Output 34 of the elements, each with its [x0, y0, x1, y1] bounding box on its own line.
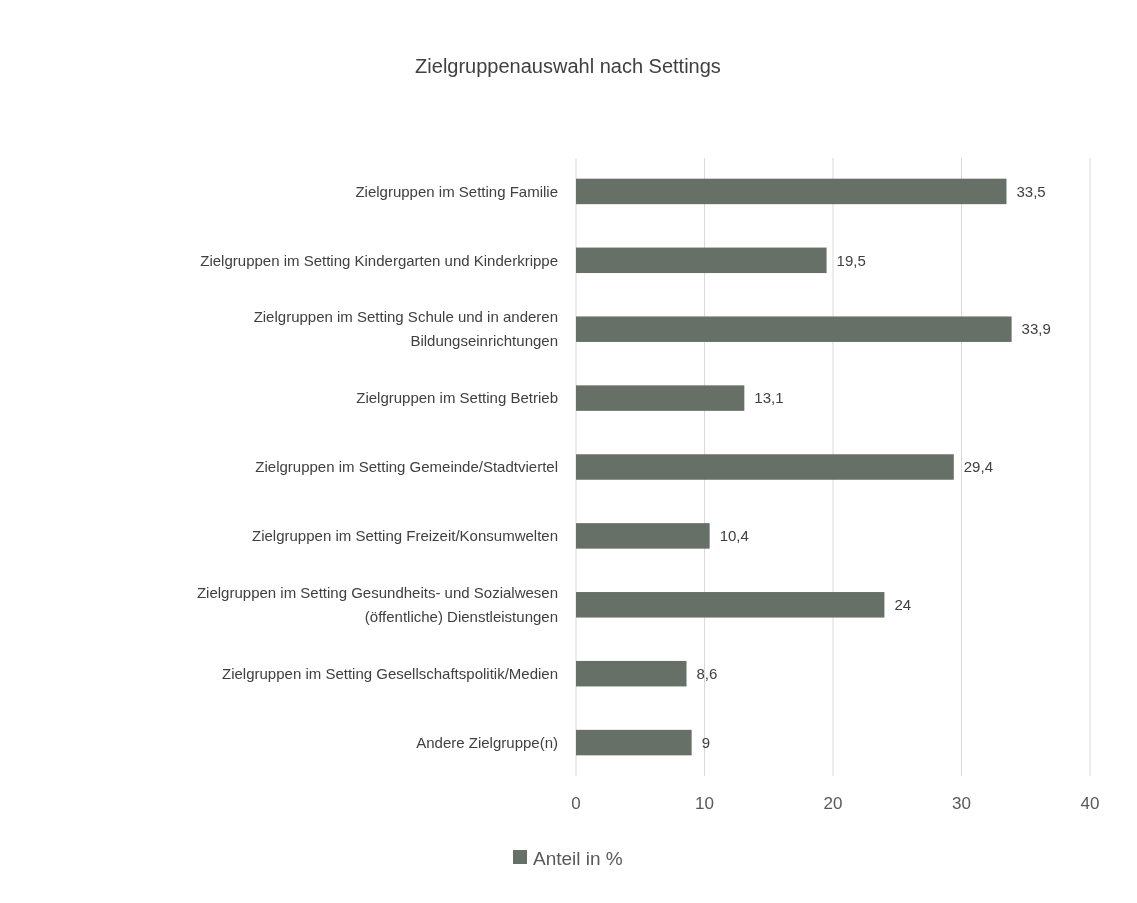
y-tick-label: Zielgruppen im Setting Betrieb [356, 389, 558, 407]
y-tick-label: Zielgruppen im Setting Familie [355, 182, 558, 200]
bar [576, 385, 745, 411]
y-tick-label: Zielgruppen im Setting Kindergarten und Kinderkrippe [200, 251, 558, 269]
data-label: 24 [894, 596, 912, 614]
data-label: 33,9 [1021, 320, 1051, 338]
chart-title: Zielgruppenauswahl nach Settings [415, 55, 721, 77]
bar [576, 247, 827, 274]
data-label: 8,6 [696, 664, 718, 682]
data-label: 33,5 [1016, 182, 1046, 200]
y-tick-label: Zielgruppen im Setting Gesundheits- und Sozialwesen (öffentliche) Dienstleistungen [196, 584, 558, 626]
x-tick-label: 10 [695, 794, 714, 813]
bar [576, 729, 692, 756]
y-tick-label: Zielgruppen im Setting Gemeinde/Stadtviertel [255, 458, 558, 476]
bar [576, 523, 710, 549]
data-label: 29,4 [963, 458, 993, 476]
x-tick-label: 20 [823, 794, 843, 813]
x-tick-label: 40 [1080, 794, 1100, 813]
data-label: 10,4 [719, 527, 749, 545]
y-tick-label: Andere Zielgruppe(n) [416, 733, 558, 751]
bar [576, 178, 1007, 205]
x-tick-label: 30 [952, 794, 971, 813]
bar [576, 454, 954, 480]
data-label: 9 [701, 733, 710, 751]
x-tick-label: 0 [571, 794, 581, 813]
bar [576, 316, 1012, 342]
y-tick-label: Zielgruppen im Setting Freizeit/Konsumwelten [252, 527, 558, 545]
data-label: 13,1 [754, 389, 784, 407]
bar [576, 592, 885, 618]
data-label: 19,5 [836, 251, 866, 269]
bar [576, 660, 687, 687]
y-tick-label: Zielgruppen im Setting Schule und in anderen Bildungseinrichtungen [253, 308, 558, 350]
y-tick-label: Zielgruppen im Setting Gesellschaftspolitik/Medien [222, 664, 558, 682]
legend-label: Anteil in % [533, 847, 623, 869]
